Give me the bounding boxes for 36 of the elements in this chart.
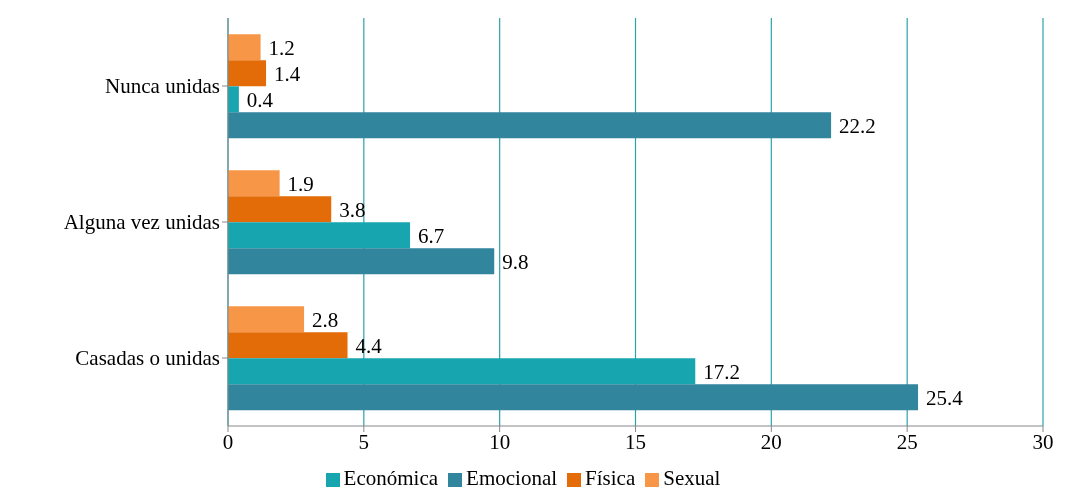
x-tick-label: 0 bbox=[222, 429, 234, 454]
bar bbox=[228, 60, 267, 87]
legend-label: Física bbox=[585, 466, 636, 490]
y-tick-label: Alguna vez unidas bbox=[63, 210, 220, 235]
x-tick-label: 10 bbox=[489, 429, 511, 454]
bar bbox=[228, 112, 832, 139]
bar bbox=[228, 332, 348, 359]
bar bbox=[228, 34, 261, 61]
data-label: 17.2 bbox=[703, 359, 741, 384]
data-label: 1.9 bbox=[287, 171, 314, 196]
y-tick-label: Nunca unidas bbox=[105, 74, 220, 99]
legend-label: Económica bbox=[343, 466, 439, 490]
data-label: 9.8 bbox=[502, 249, 529, 274]
x-tick-label: 25 bbox=[896, 429, 918, 454]
data-label: 1.2 bbox=[268, 35, 295, 60]
bar bbox=[228, 196, 332, 223]
bar bbox=[228, 248, 495, 275]
bar bbox=[228, 306, 305, 333]
bar bbox=[228, 358, 696, 385]
data-label: 1.4 bbox=[274, 61, 301, 86]
data-label: 22.2 bbox=[839, 113, 876, 138]
y-tick-label: Casadas o unidas bbox=[75, 346, 220, 371]
data-label: 2.8 bbox=[312, 307, 339, 332]
bar bbox=[228, 222, 411, 249]
x-tick-label: 30 bbox=[1032, 429, 1054, 454]
bar bbox=[228, 86, 239, 113]
data-label: 0.4 bbox=[246, 87, 274, 112]
data-label: 25.4 bbox=[926, 385, 964, 410]
x-tick-label: 15 bbox=[625, 429, 646, 454]
bar bbox=[228, 170, 280, 197]
bar bbox=[228, 384, 919, 411]
data-label: 6.7 bbox=[418, 223, 445, 248]
legend-label: Emocional bbox=[466, 466, 558, 490]
x-tick-label: 20 bbox=[760, 429, 782, 454]
legend-label: Sexual bbox=[663, 466, 721, 490]
x-tick-label: 5 bbox=[358, 429, 370, 454]
